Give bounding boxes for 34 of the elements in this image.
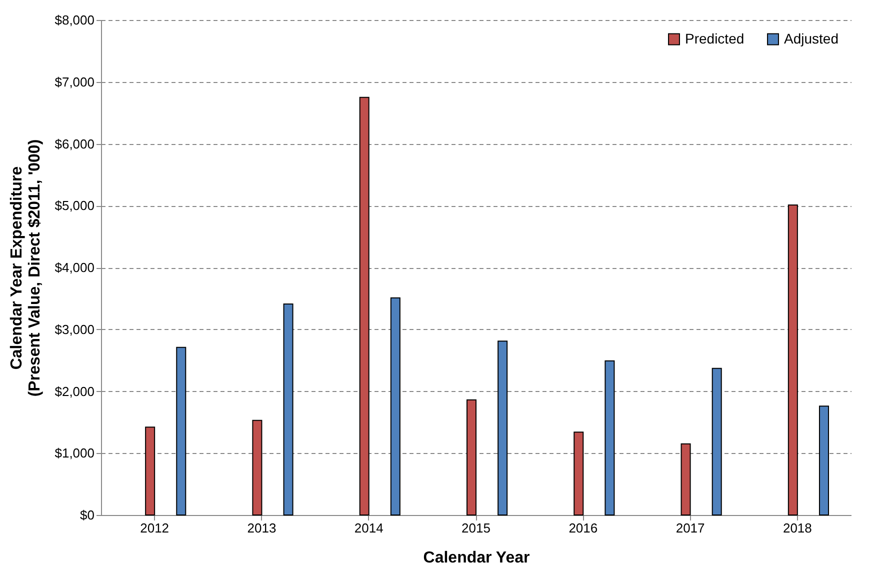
x-tick-label: 2015 — [462, 520, 490, 536]
bar — [390, 297, 400, 516]
bar — [788, 204, 798, 516]
bar — [466, 399, 476, 516]
bar — [176, 346, 186, 516]
y-axis-title: Calendar Year Expenditure (Present Value, Direct $2011, '000) — [8, 139, 44, 397]
bar — [712, 368, 722, 516]
x-tick-label: 2012 — [140, 520, 170, 536]
y-tick-label: $2,000 — [54, 384, 94, 399]
x-tick-label: 2013 — [247, 520, 276, 536]
y-tick-label: $7,000 — [54, 74, 94, 90]
bar — [604, 360, 615, 516]
x-tick-label: 2017 — [676, 520, 705, 536]
y-tick-label: $5,000 — [54, 198, 94, 214]
x-tick-label: 2018 — [782, 520, 812, 536]
bar — [680, 443, 691, 516]
bar — [359, 96, 370, 516]
bar — [574, 432, 584, 516]
x-axis-title: Calendar Year — [423, 550, 530, 566]
y-tick-label: $3,000 — [54, 322, 94, 337]
y-tick-label: $6,000 — [54, 136, 94, 152]
x-tick-label: 2016 — [568, 520, 598, 536]
y-tick-label: $8,000 — [54, 12, 94, 28]
legend-label: Adjusted — [784, 30, 838, 46]
y-tick-label: $4,000 — [54, 260, 94, 275]
x-tick-label: 2014 — [354, 520, 384, 536]
y-tick-label: $1,000 — [54, 446, 94, 461]
bar — [252, 420, 262, 516]
bar — [498, 340, 508, 516]
bar — [283, 304, 294, 516]
bar — [818, 406, 829, 516]
legend-label: Predicted — [685, 30, 744, 46]
bar — [145, 426, 156, 516]
y-tick-label: $0 — [80, 508, 94, 522]
